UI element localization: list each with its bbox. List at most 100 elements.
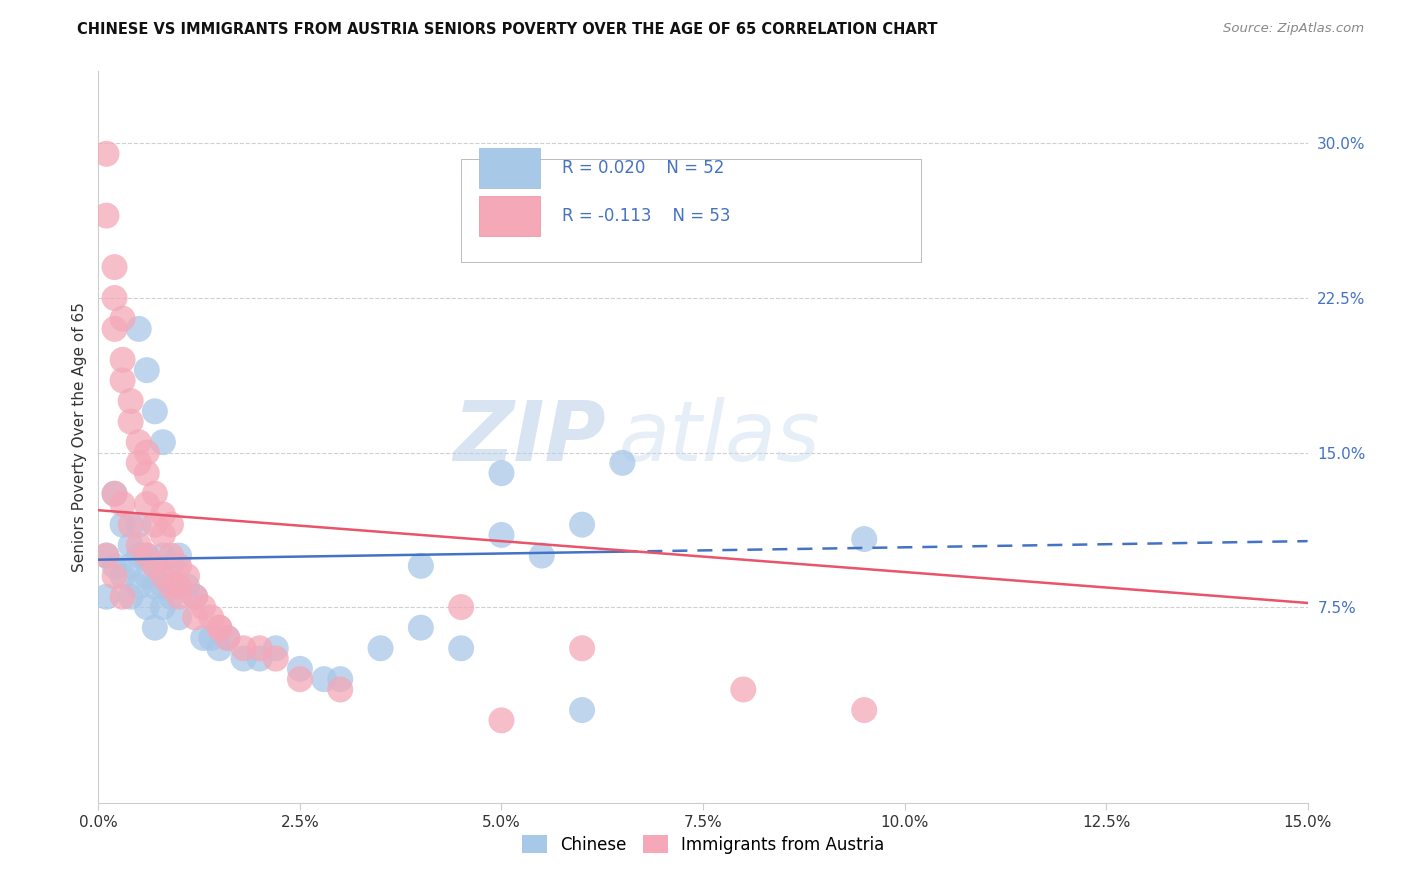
Point bbox=[152, 508, 174, 522]
Point bbox=[152, 435, 174, 450]
Point bbox=[249, 641, 271, 656]
Point bbox=[612, 456, 634, 470]
Point bbox=[160, 558, 183, 573]
Point bbox=[111, 569, 134, 583]
Text: Source: ZipAtlas.com: Source: ZipAtlas.com bbox=[1223, 22, 1364, 36]
Point bbox=[571, 703, 593, 717]
Point bbox=[288, 662, 311, 676]
Point bbox=[208, 641, 231, 656]
Point bbox=[152, 579, 174, 593]
Point bbox=[111, 517, 134, 532]
Point bbox=[103, 322, 125, 336]
Point bbox=[160, 517, 183, 532]
Point bbox=[103, 558, 125, 573]
Point bbox=[103, 569, 125, 583]
Text: ZIP: ZIP bbox=[454, 397, 606, 477]
Point bbox=[135, 445, 157, 459]
Point bbox=[167, 610, 190, 624]
Point bbox=[409, 558, 432, 573]
Point bbox=[128, 538, 150, 552]
FancyBboxPatch shape bbox=[461, 159, 921, 261]
Point bbox=[208, 621, 231, 635]
Point bbox=[143, 621, 166, 635]
Point bbox=[111, 590, 134, 604]
Point bbox=[167, 579, 190, 593]
Point bbox=[143, 404, 166, 418]
Point bbox=[232, 641, 254, 656]
Point bbox=[853, 532, 876, 546]
Point bbox=[217, 631, 239, 645]
Y-axis label: Seniors Poverty Over the Age of 65: Seniors Poverty Over the Age of 65 bbox=[72, 302, 87, 572]
Point bbox=[200, 610, 222, 624]
Point bbox=[160, 579, 183, 593]
Point bbox=[184, 610, 207, 624]
Bar bbox=[479, 195, 540, 236]
Point bbox=[143, 517, 166, 532]
Point bbox=[143, 487, 166, 501]
Point bbox=[128, 322, 150, 336]
Text: R = -0.113    N = 53: R = -0.113 N = 53 bbox=[561, 207, 730, 225]
Point bbox=[96, 549, 118, 563]
Point bbox=[571, 641, 593, 656]
Point bbox=[249, 651, 271, 665]
Point bbox=[120, 538, 142, 552]
Point bbox=[167, 558, 190, 573]
Point bbox=[370, 641, 392, 656]
Point bbox=[128, 517, 150, 532]
Point bbox=[120, 558, 142, 573]
Point bbox=[96, 549, 118, 563]
Point bbox=[96, 590, 118, 604]
Point bbox=[152, 569, 174, 583]
Point bbox=[96, 146, 118, 161]
Point bbox=[450, 641, 472, 656]
Point bbox=[120, 517, 142, 532]
Point bbox=[409, 621, 432, 635]
Point bbox=[120, 415, 142, 429]
Point bbox=[491, 466, 513, 480]
Point bbox=[152, 549, 174, 563]
Point bbox=[176, 569, 198, 583]
Point bbox=[491, 528, 513, 542]
Point bbox=[135, 363, 157, 377]
Text: CHINESE VS IMMIGRANTS FROM AUSTRIA SENIORS POVERTY OVER THE AGE OF 65 CORRELATIO: CHINESE VS IMMIGRANTS FROM AUSTRIA SENIO… bbox=[77, 22, 938, 37]
Point bbox=[103, 260, 125, 274]
Point bbox=[152, 600, 174, 615]
Point bbox=[135, 549, 157, 563]
Point bbox=[450, 600, 472, 615]
Text: atlas: atlas bbox=[619, 397, 820, 477]
Point bbox=[176, 579, 198, 593]
Point bbox=[314, 672, 336, 686]
Point bbox=[143, 558, 166, 573]
Point bbox=[103, 487, 125, 501]
Point bbox=[143, 558, 166, 573]
Point bbox=[111, 352, 134, 367]
Point bbox=[135, 569, 157, 583]
Point bbox=[103, 487, 125, 501]
Point bbox=[200, 631, 222, 645]
Point bbox=[571, 517, 593, 532]
Point bbox=[329, 682, 352, 697]
Point bbox=[128, 579, 150, 593]
Point bbox=[167, 590, 190, 604]
Point bbox=[264, 651, 287, 665]
Point bbox=[264, 641, 287, 656]
Point bbox=[329, 672, 352, 686]
Point bbox=[733, 682, 755, 697]
Point bbox=[135, 549, 157, 563]
Point bbox=[184, 590, 207, 604]
Point bbox=[208, 621, 231, 635]
Point bbox=[288, 672, 311, 686]
Point bbox=[193, 631, 215, 645]
Point bbox=[135, 466, 157, 480]
Point bbox=[103, 291, 125, 305]
Point bbox=[491, 714, 513, 728]
Point bbox=[120, 590, 142, 604]
Point bbox=[167, 549, 190, 563]
Point bbox=[217, 631, 239, 645]
Point bbox=[530, 549, 553, 563]
Point bbox=[128, 549, 150, 563]
Point bbox=[128, 435, 150, 450]
Bar bbox=[479, 148, 540, 188]
Point bbox=[111, 373, 134, 387]
Point bbox=[160, 549, 183, 563]
